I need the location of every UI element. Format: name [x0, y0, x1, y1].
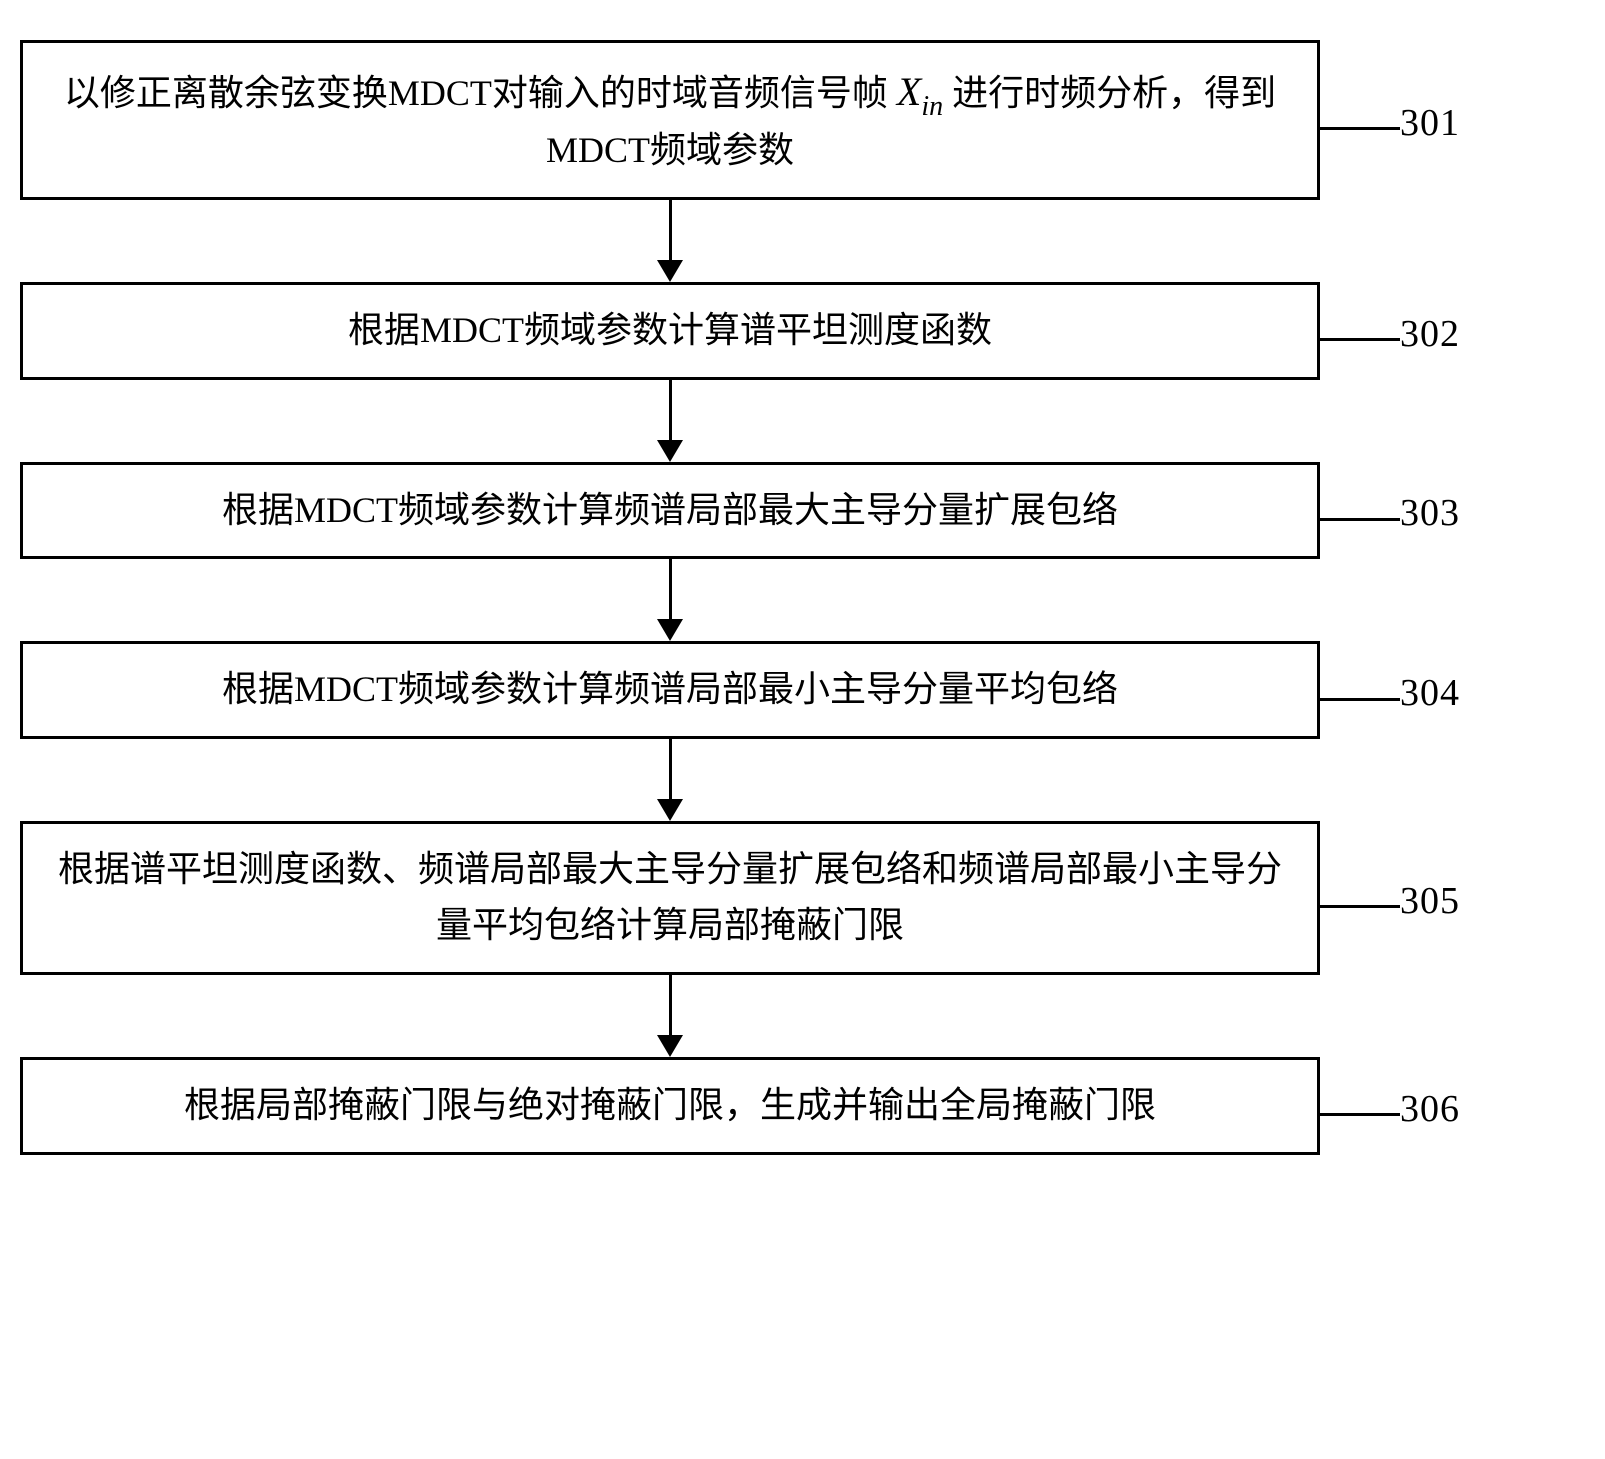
step-304-box: 根据MDCT频域参数计算频谱局部最小主导分量平均包络: [20, 641, 1320, 739]
leader-line: [1320, 905, 1400, 908]
step-text: 根据局部掩蔽门限与绝对掩蔽门限，生成并输出全局掩蔽门限: [184, 1085, 1156, 1125]
step-302-box: 根据MDCT频域参数计算谱平坦测度函数: [20, 282, 1320, 380]
arrow-head: [657, 440, 683, 462]
step-302-label: 302: [1400, 312, 1460, 356]
arrow-center-col: [20, 380, 1320, 462]
step-306-label: 306: [1400, 1087, 1460, 1131]
arrow-row: [20, 380, 1585, 462]
step-text: 根据MDCT频域参数计算谱平坦测度函数: [348, 310, 992, 350]
arrow-head: [657, 619, 683, 641]
arrow-row: [20, 739, 1585, 821]
step-305-label: 305: [1400, 879, 1460, 923]
step-301-label: 301: [1400, 101, 1460, 145]
label-wrap: 305: [1400, 873, 1460, 923]
arrow-shaft: [669, 975, 672, 1035]
label-wrap: 306: [1400, 1081, 1460, 1131]
down-arrow-icon: [657, 200, 683, 282]
box-wrap: 根据MDCT频域参数计算频谱局部最小主导分量平均包络: [20, 641, 1320, 739]
label-wrap: 304: [1400, 665, 1460, 715]
arrow-head: [657, 260, 683, 282]
down-arrow-icon: [657, 975, 683, 1057]
arrow-row: [20, 975, 1585, 1057]
flowchart-container: 以修正离散余弦变换MDCT对输入的时域音频信号帧 Xin 进行时频分析，得到MD…: [20, 40, 1585, 1155]
leader-line: [1320, 518, 1400, 521]
arrow-head: [657, 799, 683, 821]
step-303-label: 303: [1400, 491, 1460, 535]
arrow-center-col: [20, 559, 1320, 641]
down-arrow-icon: [657, 559, 683, 641]
step-301-box: 以修正离散余弦变换MDCT对输入的时域音频信号帧 Xin 进行时频分析，得到MD…: [20, 40, 1320, 200]
box-wrap: 根据局部掩蔽门限与绝对掩蔽门限，生成并输出全局掩蔽门限: [20, 1057, 1320, 1155]
step-text: 根据谱平坦测度函数、频谱局部最大主导分量扩展包络和频谱局部最小主导分量平均包络计…: [58, 849, 1282, 945]
step-306-box: 根据局部掩蔽门限与绝对掩蔽门限，生成并输出全局掩蔽门限: [20, 1057, 1320, 1155]
step-sub: in: [921, 91, 943, 122]
step-text-pre: 以修正离散余弦变换MDCT对输入的时域音频信号帧: [64, 73, 888, 113]
arrow-shaft: [669, 559, 672, 619]
flow-row-step-306: 根据局部掩蔽门限与绝对掩蔽门限，生成并输出全局掩蔽门限 306: [20, 1057, 1585, 1155]
flow-row-step-303: 根据MDCT频域参数计算频谱局部最大主导分量扩展包络 303: [20, 462, 1585, 560]
leader-line: [1320, 127, 1400, 130]
box-wrap: 根据MDCT频域参数计算频谱局部最大主导分量扩展包络: [20, 462, 1320, 560]
arrow-center-col: [20, 975, 1320, 1057]
flow-row-step-301: 以修正离散余弦变换MDCT对输入的时域音频信号帧 Xin 进行时频分析，得到MD…: [20, 40, 1585, 200]
leader-line: [1320, 338, 1400, 341]
box-wrap: 根据谱平坦测度函数、频谱局部最大主导分量扩展包络和频谱局部最小主导分量平均包络计…: [20, 821, 1320, 975]
step-305-box: 根据谱平坦测度函数、频谱局部最大主导分量扩展包络和频谱局部最小主导分量平均包络计…: [20, 821, 1320, 975]
flow-row-step-302: 根据MDCT频域参数计算谱平坦测度函数 302: [20, 282, 1585, 380]
arrow-center-col: [20, 200, 1320, 282]
flow-row-step-304: 根据MDCT频域参数计算频谱局部最小主导分量平均包络 304: [20, 641, 1585, 739]
arrow-shaft: [669, 739, 672, 799]
arrow-row: [20, 559, 1585, 641]
label-wrap: 302: [1400, 306, 1460, 356]
step-var: X: [897, 69, 921, 114]
arrow-shaft: [669, 200, 672, 260]
box-wrap: 根据MDCT频域参数计算谱平坦测度函数: [20, 282, 1320, 380]
down-arrow-icon: [657, 380, 683, 462]
label-wrap: 303: [1400, 485, 1460, 535]
label-wrap: 301: [1400, 95, 1460, 145]
step-303-box: 根据MDCT频域参数计算频谱局部最大主导分量扩展包络: [20, 462, 1320, 560]
flow-row-step-305: 根据谱平坦测度函数、频谱局部最大主导分量扩展包络和频谱局部最小主导分量平均包络计…: [20, 821, 1585, 975]
arrow-shaft: [669, 380, 672, 440]
leader-line: [1320, 1113, 1400, 1116]
arrow-center-col: [20, 739, 1320, 821]
down-arrow-icon: [657, 739, 683, 821]
arrow-head: [657, 1035, 683, 1057]
step-text: 根据MDCT频域参数计算频谱局部最大主导分量扩展包络: [222, 490, 1118, 530]
box-wrap: 以修正离散余弦变换MDCT对输入的时域音频信号帧 Xin 进行时频分析，得到MD…: [20, 40, 1320, 200]
step-text: 根据MDCT频域参数计算频谱局部最小主导分量平均包络: [222, 669, 1118, 709]
step-304-label: 304: [1400, 671, 1460, 715]
arrow-row: [20, 200, 1585, 282]
leader-line: [1320, 698, 1400, 701]
